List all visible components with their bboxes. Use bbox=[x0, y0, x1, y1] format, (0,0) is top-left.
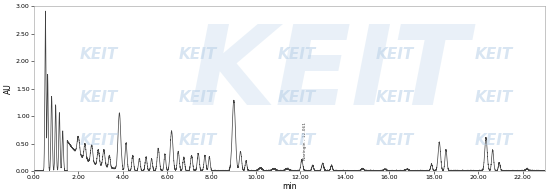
Text: KEIT: KEIT bbox=[277, 47, 316, 62]
X-axis label: min: min bbox=[282, 182, 296, 191]
Text: KEIT: KEIT bbox=[376, 47, 414, 62]
Text: KEIT: KEIT bbox=[190, 21, 469, 128]
Text: KEIT: KEIT bbox=[376, 90, 414, 105]
Text: KEIT: KEIT bbox=[80, 133, 118, 148]
Text: KEIT: KEIT bbox=[178, 90, 217, 105]
Text: Naringin - 12.061: Naringin - 12.061 bbox=[303, 122, 307, 160]
Text: KEIT: KEIT bbox=[277, 133, 316, 148]
Y-axis label: AU: AU bbox=[4, 83, 13, 94]
Text: KEIT: KEIT bbox=[80, 47, 118, 62]
Text: KEIT: KEIT bbox=[277, 90, 316, 105]
Text: KEIT: KEIT bbox=[475, 47, 513, 62]
Text: KEIT: KEIT bbox=[376, 133, 414, 148]
Text: KEIT: KEIT bbox=[475, 90, 513, 105]
Text: KEIT: KEIT bbox=[80, 90, 118, 105]
Text: KEIT: KEIT bbox=[178, 133, 217, 148]
Text: KEIT: KEIT bbox=[475, 133, 513, 148]
Text: KEIT: KEIT bbox=[178, 47, 217, 62]
